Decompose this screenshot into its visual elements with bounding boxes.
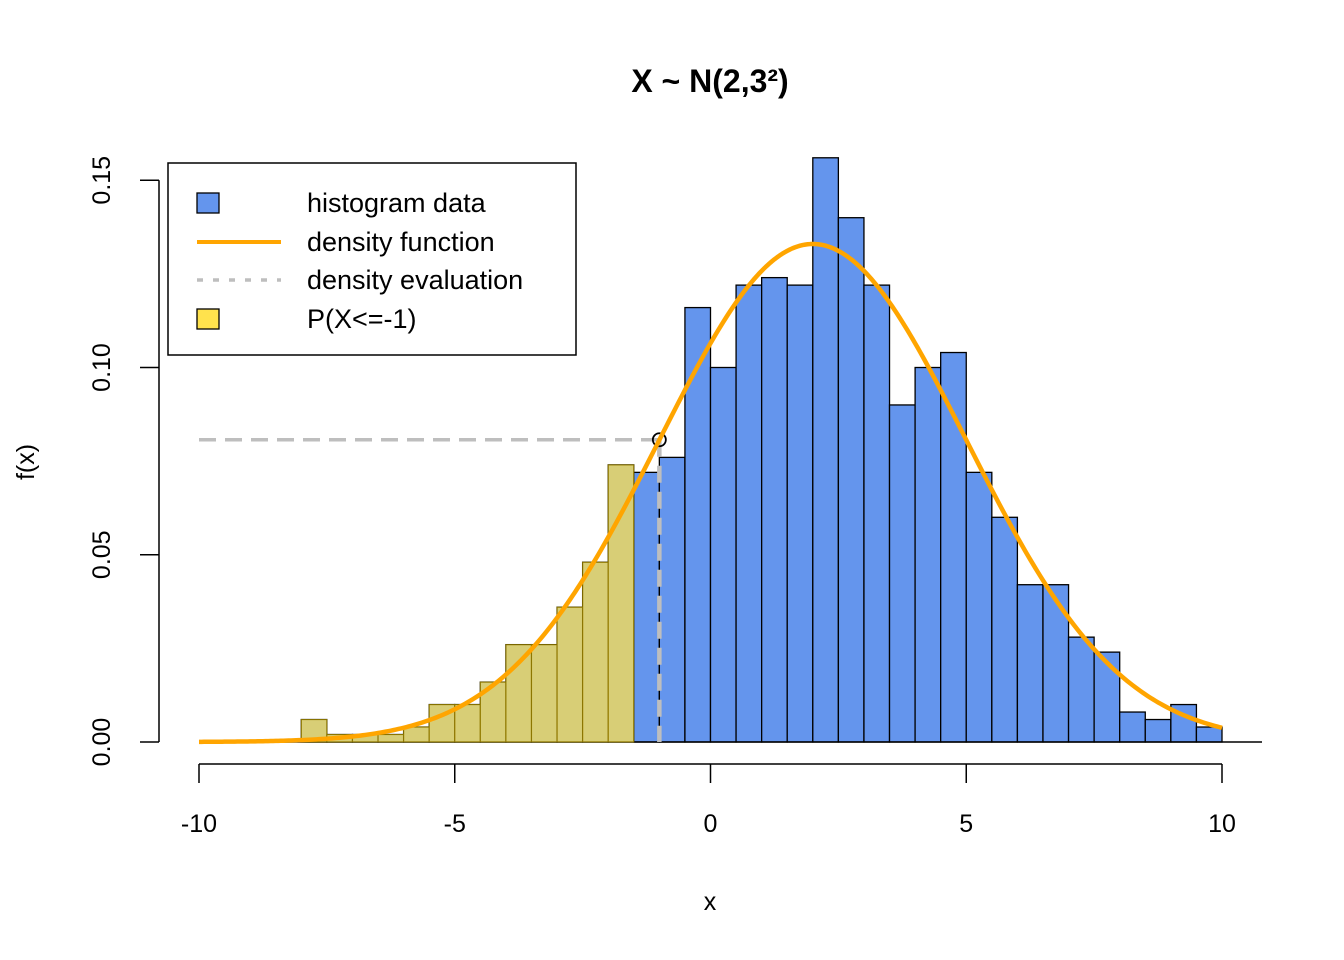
probability-bar xyxy=(300,719,328,743)
legend-label: density function xyxy=(307,227,495,257)
probability-bar xyxy=(403,726,430,743)
legend-label: histogram data xyxy=(307,188,487,218)
density-evaluation-lines xyxy=(199,432,667,742)
histogram-bar xyxy=(812,157,840,743)
histogram-bar xyxy=(709,366,737,743)
histogram-bar xyxy=(1093,651,1121,743)
histogram-bar xyxy=(761,276,788,743)
histogram-bar xyxy=(1144,718,1172,743)
histogram-bar xyxy=(786,284,814,743)
histogram-bar xyxy=(1119,711,1146,743)
y-tick-label: 0.05 xyxy=(88,530,116,579)
x-tick-label: 10 xyxy=(1208,810,1236,838)
density-curve-layer xyxy=(198,241,1223,745)
legend-label: P(X<=-1) xyxy=(307,304,417,334)
probability-bar xyxy=(556,606,584,743)
probability-bar xyxy=(454,704,481,743)
histogram-bar xyxy=(633,471,661,743)
legend-swatch xyxy=(196,192,220,214)
legend-frame xyxy=(167,162,577,356)
x-axis-title: x xyxy=(704,888,717,916)
histogram-bar xyxy=(1042,584,1070,743)
histogram-bar xyxy=(684,306,712,743)
x-tick-label: 0 xyxy=(704,810,718,838)
histogram-bar xyxy=(888,404,916,743)
legend: histogram data density function density ev… xyxy=(167,162,577,356)
evaluation-point xyxy=(651,432,667,448)
y-axis: 0.00 0.05 0.10 0.15 xyxy=(88,156,160,767)
x-axis: -10 -5 0 5 10 xyxy=(181,763,1236,838)
histogram-bar xyxy=(1016,584,1044,743)
x-tick-label: -10 xyxy=(181,810,217,838)
histogram-bar xyxy=(837,217,865,743)
chart-title: X ~ N(2,3²) xyxy=(631,63,788,99)
probability-bar xyxy=(530,644,558,743)
histogram-bar xyxy=(863,284,891,743)
x-tick-label: 5 xyxy=(959,810,973,838)
histogram-bar xyxy=(658,456,686,743)
density-curve xyxy=(198,241,1223,745)
y-tick-label: 0.00 xyxy=(88,718,116,767)
histogram-bar xyxy=(735,284,763,743)
y-axis-title: f(x) xyxy=(12,444,40,480)
histogram-bar xyxy=(965,471,993,743)
histogram-bar xyxy=(1067,636,1095,743)
histogram-bar xyxy=(914,366,942,743)
y-tick-label: 0.10 xyxy=(88,343,116,392)
probability-bar xyxy=(607,464,635,743)
legend-label: density evaluation xyxy=(307,265,523,295)
probability-region-bars xyxy=(300,464,635,743)
y-tick-label: 0.15 xyxy=(88,156,116,205)
probability-bar xyxy=(505,644,532,743)
x-tick-label: -5 xyxy=(444,810,466,838)
histogram-bar xyxy=(1195,726,1223,743)
legend-swatch xyxy=(196,308,220,330)
probability-bar xyxy=(377,734,405,743)
histogram-bar xyxy=(991,516,1019,743)
probability-bar xyxy=(582,561,609,743)
